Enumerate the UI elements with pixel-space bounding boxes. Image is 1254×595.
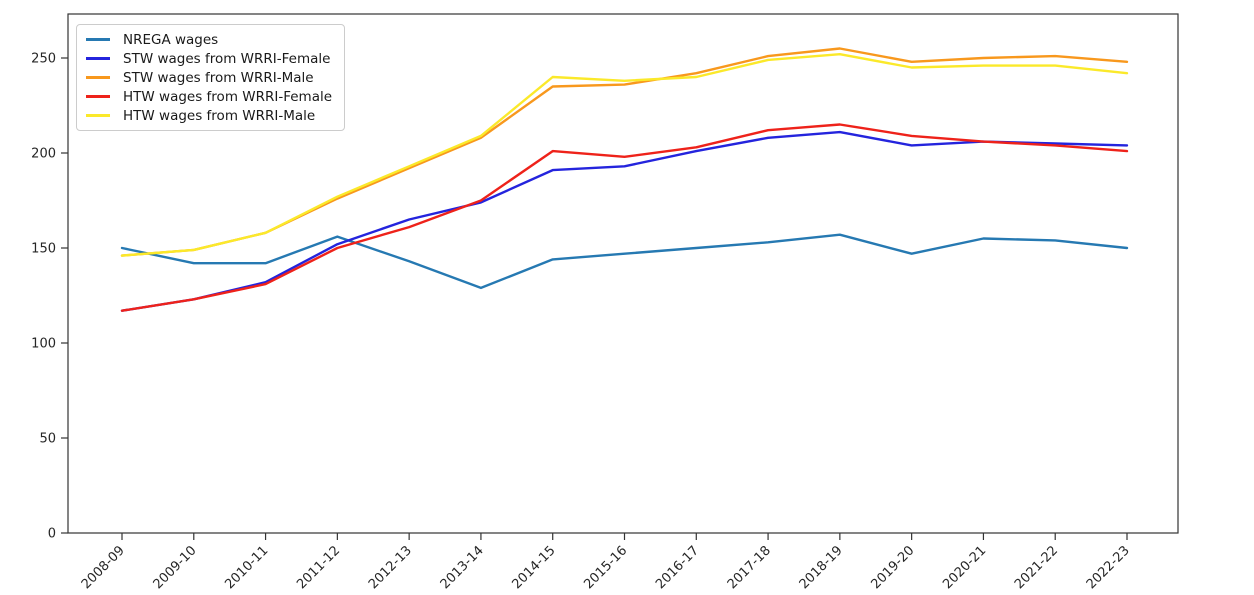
series-line-nrega-wages: [120, 233, 1129, 290]
legend-item: STW wages from WRRI-Female: [86, 50, 332, 67]
legend-item: HTW wages from WRRI-Male: [86, 107, 332, 124]
legend-item-label: STW wages from WRRI-Female: [123, 50, 331, 67]
legend-item-label: NREGA wages: [123, 31, 219, 48]
x-tick-label: 2021-22: [1012, 543, 1061, 592]
x-tick-label: 2022-23: [1084, 543, 1133, 592]
legend-item: NREGA wages: [86, 31, 332, 48]
series-line-htw-wages-from-wrri-female: [120, 123, 1129, 312]
legend-item-label: HTW wages from WRRI-Female: [123, 88, 333, 105]
x-tick-label: 2017-18: [725, 543, 774, 592]
legend-line-sample: [86, 95, 110, 98]
x-tick-label: 2009-10: [151, 543, 200, 592]
x-tick-label: 2016-17: [653, 543, 702, 592]
x-tick-label: 2020-21: [940, 543, 989, 592]
series-line-htw-wages-from-wrri-male: [120, 53, 1129, 257]
x-tick-label: 2019-20: [868, 543, 917, 592]
y-tick-label: 100: [31, 337, 56, 352]
legend-item: STW wages from WRRI-Male: [86, 69, 332, 86]
x-tick-label: 2010-11: [222, 543, 271, 592]
x-tick-label: 2015-16: [581, 543, 630, 592]
plot-area: [67, 13, 1179, 534]
legend-item-label: STW wages from WRRI-Male: [123, 69, 314, 86]
legend-line-sample: [86, 57, 110, 60]
x-tick-label: 2013-14: [438, 543, 487, 592]
legend-item-label: HTW wages from WRRI-Male: [123, 107, 316, 124]
x-tick-label: 2018-19: [797, 543, 846, 592]
x-tick-label: 2008-09: [79, 543, 128, 592]
x-tick-label: 2011-12: [294, 543, 343, 592]
legend: NREGA wages STW wages from WRRI-Female STW…: [76, 24, 346, 131]
y-tick-label: 50: [39, 432, 56, 447]
x-tick-label: 2014-15: [510, 543, 559, 592]
y-tick-label: 200: [31, 147, 56, 162]
y-tick-label: 0: [48, 527, 56, 542]
series-line-stw-wages-from-wrri-female: [120, 130, 1129, 312]
legend-item: HTW wages from WRRI-Female: [86, 88, 333, 105]
x-tick-label: 2012-13: [366, 543, 415, 592]
legend-line-sample: [86, 114, 110, 117]
y-tick-label: 150: [31, 242, 56, 257]
y-tick-label: 250: [31, 52, 56, 67]
legend-line-sample: [86, 76, 110, 79]
legend-line-sample: [86, 38, 110, 41]
